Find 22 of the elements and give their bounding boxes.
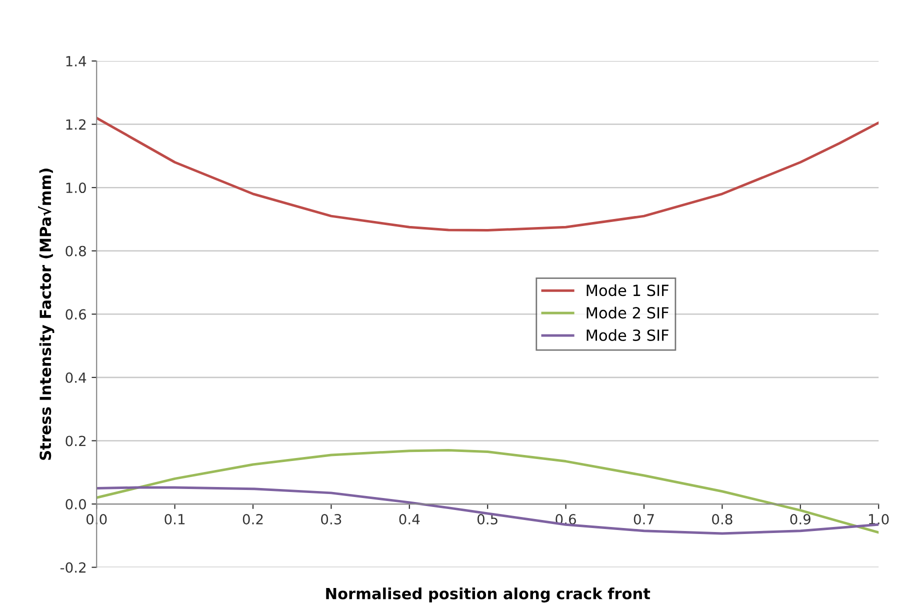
x-tick-label: 0.1 [164, 514, 185, 524]
y-tick-label: 0.8 [66, 246, 86, 256]
y-tick-label: 0.6 [66, 309, 86, 320]
legend-label: Mode 1 SIF [586, 284, 668, 296]
y-tick-label: 1.4 [66, 56, 86, 66]
x-tick-label: 0.4 [399, 514, 420, 524]
x-tick-label: 0.7 [634, 514, 654, 524]
y-tick-label: 1.0 [66, 182, 86, 194]
x-tick-label: 0.9 [790, 514, 810, 524]
legend-label: Mode 3 SIF [586, 329, 668, 342]
y-tick-label: 1.2 [66, 119, 86, 130]
y-tick-label: 0.2 [66, 436, 86, 446]
y-tick-label: -0.2 [60, 562, 86, 573]
y-tick-label: 0.4 [66, 372, 86, 383]
x-axis-title: Normalised position along crack front [326, 588, 650, 602]
x-tick-label: 0.3 [321, 514, 342, 524]
y-tick-label: 0.0 [66, 498, 86, 510]
legend-label: Mode 2 SIF [586, 306, 668, 319]
x-tick-label: 0.8 [712, 514, 732, 524]
line-series [96, 116, 879, 232]
y-axis-title: Stress Intensity Factor (MPa√mm) [38, 168, 54, 460]
x-tick-label: 0.2 [242, 514, 263, 524]
